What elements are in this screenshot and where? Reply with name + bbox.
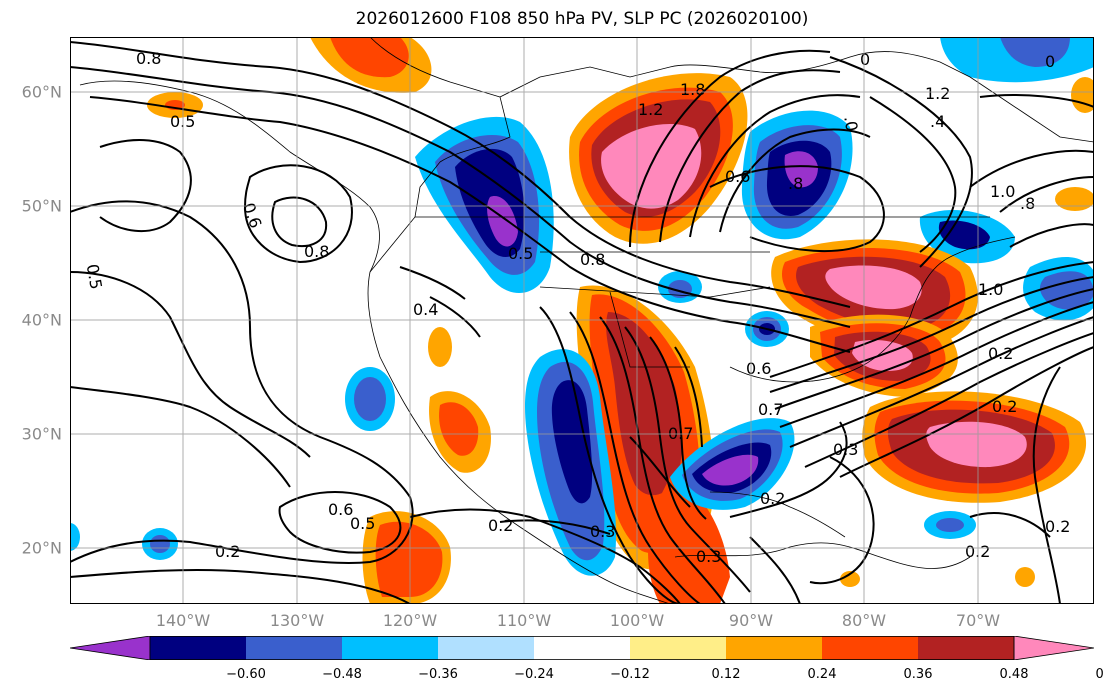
contour-label: .8: [788, 174, 803, 193]
lon-label: 100°W: [609, 611, 665, 630]
lat-label: 60°N: [21, 82, 62, 102]
lon-label: 80°W: [841, 611, 887, 630]
colorbar-cell: [150, 636, 246, 660]
colorbar-tick-label: −0.48: [322, 667, 362, 682]
contour-label: 0.6: [328, 500, 353, 519]
contour-label: 0.8: [136, 49, 161, 68]
contour-label: 1.8: [680, 80, 705, 99]
colorbar-cell: [822, 636, 918, 660]
colorbar-cell: [246, 636, 342, 660]
contour-label: 1.0: [990, 182, 1015, 201]
contour-label: 0.2: [488, 516, 513, 535]
colorbar-tick-label: 0.24: [807, 667, 837, 682]
lon-label: 70°W: [955, 611, 1001, 630]
colorbar-tick-label: 0.60: [1095, 667, 1105, 682]
contour-label: 0.5: [350, 514, 375, 533]
colorbar-cell: [534, 636, 630, 660]
colorbar-tick-label: −0.12: [610, 667, 650, 682]
contour-label: 0.6: [725, 167, 750, 186]
lat-label: 20°N: [21, 538, 62, 558]
contour-label: 1.2: [925, 84, 950, 103]
contour-label: 0.4: [413, 300, 438, 319]
contour-label: 0.2: [992, 397, 1017, 416]
contour-label: 0.2: [1045, 517, 1070, 536]
colorbar-tick-label: 0.48: [999, 667, 1029, 682]
lat-label: 30°N: [21, 424, 62, 444]
contour-label: 0.5: [508, 244, 533, 263]
lon-label: 140°W: [155, 611, 211, 630]
contour-label: .4: [930, 112, 945, 131]
colorbar-tick-label: −0.36: [418, 667, 458, 682]
colorbar-cell: [342, 636, 438, 660]
contour-label: 0.8: [580, 250, 605, 269]
contour-label: 0: [860, 50, 870, 69]
contour-label: 0.2: [215, 542, 240, 561]
map-frame: [70, 37, 1094, 604]
lon-label: 130°W: [269, 611, 325, 630]
pv-slp-map: 0.8 0.5 0.6 0.8 0.5 0.6 0.5 0.2 0.4 0.5 …: [70, 37, 1094, 604]
colorbar-cell: [438, 636, 534, 660]
contour-label: 0.2: [988, 344, 1013, 363]
colorbar-tick-label: 0.12: [711, 667, 741, 682]
map-title: 2026012600 F108 850 hPa PV, SLP PC (2026…: [355, 9, 809, 29]
graticule: [70, 37, 1094, 604]
slp-contours: [70, 41, 1094, 604]
colorbar-extend-low: [70, 636, 151, 660]
colorbar-cell: [918, 636, 1014, 660]
colorbar-tick-label: −0.24: [514, 667, 554, 682]
contour-label: 0.7: [758, 400, 783, 419]
colorbar-frame: [149, 636, 1015, 660]
contour-label: 0.3: [590, 522, 615, 541]
colorbar-tick-label: −0.60: [226, 667, 266, 682]
lon-label: 110°W: [496, 611, 552, 630]
colorbar-cell: [726, 636, 822, 660]
contour-label: 1.0: [978, 280, 1003, 299]
contour-label: 0.5: [83, 263, 106, 291]
colorbar: [70, 636, 1094, 660]
colorbar-tick-label: 0.36: [903, 667, 933, 682]
contour-label: 0.6: [746, 359, 771, 378]
lat-label: 50°N: [21, 196, 62, 216]
lon-label: 120°W: [382, 611, 438, 630]
lon-label: 90°W: [728, 611, 774, 630]
contour-label: 0.8: [304, 242, 329, 261]
contour-label: 0.3: [696, 547, 721, 566]
contour-label: 0.2: [760, 489, 785, 508]
map-panel: 0.8 0.5 0.6 0.8 0.5 0.6 0.5 0.2 0.4 0.5 …: [70, 37, 1094, 604]
contour-label: 1.2: [638, 100, 663, 119]
colorbar-cell: [630, 636, 726, 660]
contour-label: .8: [1020, 194, 1035, 213]
lat-label: 40°N: [21, 310, 62, 330]
colorbar-extend-high: [1013, 636, 1094, 660]
contour-label: 0.3: [833, 440, 858, 459]
contour-label: 0: [1045, 52, 1055, 71]
contour-label: .0: [840, 114, 861, 132]
